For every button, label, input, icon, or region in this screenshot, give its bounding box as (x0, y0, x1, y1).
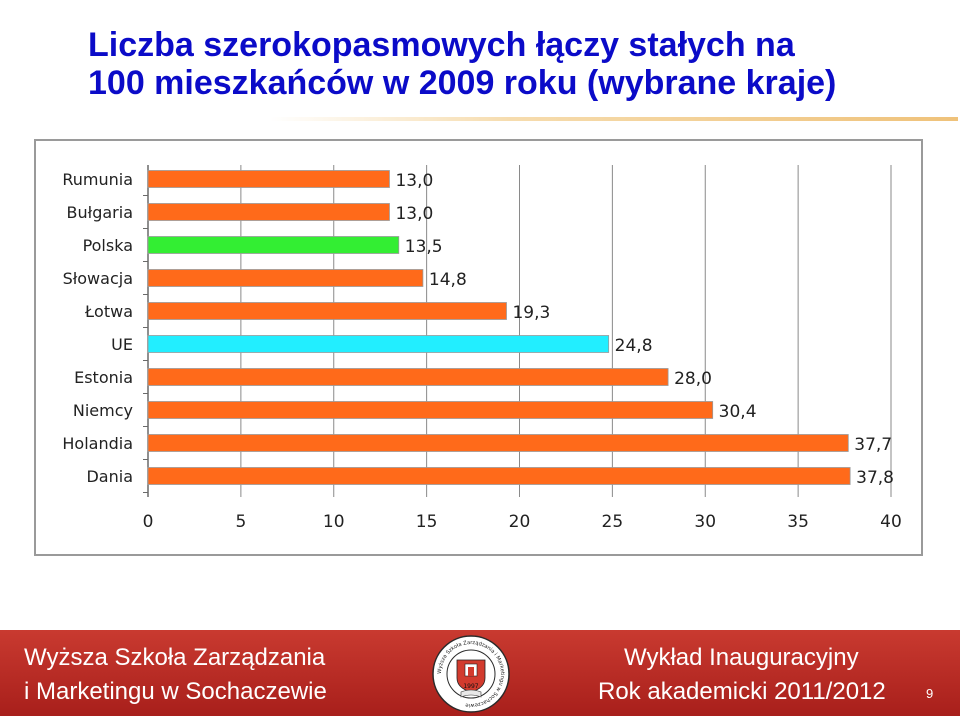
category-label: Dania (86, 467, 133, 486)
school-name-line-2: i Marketingu w Sochaczewie (24, 678, 327, 705)
bar-chart: Rumunia 13,0 Bułgaria 13,0 Polska 13,5 Słowacj… (62, 165, 902, 532)
x-tick-label: 15 (416, 512, 438, 532)
category-label: Łotwa (84, 302, 133, 321)
school-name-line-1: Wyższa Szkoła Zarządzania (24, 644, 326, 671)
bar-value-label: 19,3 (512, 303, 550, 323)
bar-dania (147, 467, 851, 485)
bar-value-label: 13,5 (405, 237, 443, 257)
x-tick-label: 25 (602, 512, 624, 532)
category-label: Holandia (62, 434, 133, 453)
category-label: Rumunia (62, 170, 133, 189)
category-label: Niemcy (73, 401, 133, 420)
x-tick-label: 35 (787, 512, 809, 532)
x-tick-label: 10 (323, 512, 345, 532)
bar-polska (147, 236, 400, 254)
bar-holandia (147, 434, 849, 452)
chart-frame: Rumunia 13,0 Bułgaria 13,0 Polska 13,5 Słowacj… (34, 139, 923, 556)
title-line-2: 100 mieszkańców w 2009 roku (wybrane kra… (88, 64, 837, 102)
school-seal-logo: Wyższa Szkoła Zarządzania i Marketingu w… (432, 635, 510, 713)
title-line-1: Liczba szerokopasmowych łączy stałych na (88, 26, 795, 64)
lecture-title: Wykład Inauguracyjny (624, 644, 859, 671)
slide-title: Liczba szerokopasmowych łączy stałych na… (88, 26, 836, 102)
bar-rumunia (147, 170, 390, 188)
bar-łotwa (147, 302, 507, 320)
page-number: 9 (926, 686, 934, 701)
category-label: Polska (83, 236, 133, 255)
bar-słowacja (147, 269, 424, 287)
bar-value-label: 37,8 (856, 468, 894, 488)
seal-year: 1997 (463, 683, 478, 690)
bar-value-label: 24,8 (615, 336, 653, 356)
bar-value-label: 13,0 (395, 171, 433, 191)
x-tick-label: 5 (235, 512, 246, 532)
category-label: UE (111, 335, 133, 354)
category-label: Bułgaria (67, 203, 133, 222)
x-tick-label: 0 (143, 512, 154, 532)
bar-bułgaria (147, 203, 390, 221)
academic-year: Rok akademicki 2011/2012 (598, 678, 886, 705)
bar-value-label: 13,0 (395, 204, 433, 224)
bar-value-label: 30,4 (719, 402, 757, 422)
bar-value-label: 37,7 (854, 435, 892, 455)
x-tick-label: 40 (880, 512, 902, 532)
bar-estonia (147, 368, 669, 386)
bar-value-label: 28,0 (674, 369, 712, 389)
bar-value-label: 14,8 (429, 270, 467, 290)
category-label: Estonia (74, 368, 133, 387)
x-tick-label: 20 (509, 512, 531, 532)
bar-niemcy (147, 401, 714, 419)
x-tick-label: 30 (694, 512, 716, 532)
category-label: Słowacja (63, 269, 133, 288)
footer-bar: Wyższa Szkoła Zarządzania i Marketingu w… (0, 630, 960, 716)
title-underline (270, 117, 958, 121)
bar-ue (147, 335, 610, 353)
